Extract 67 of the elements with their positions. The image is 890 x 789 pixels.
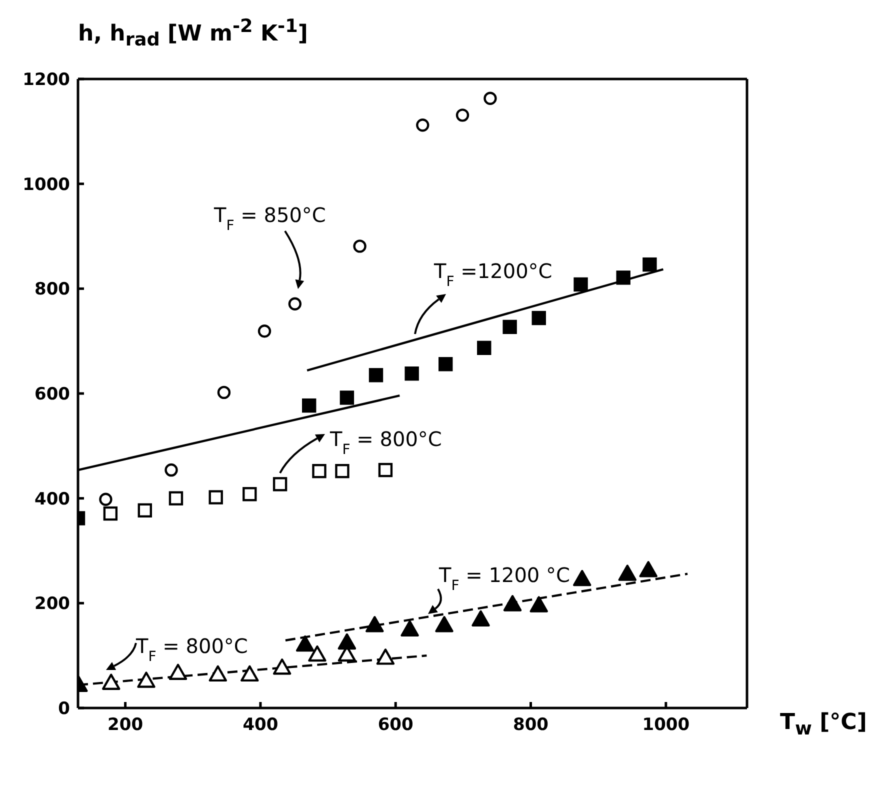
point bbox=[477, 340, 492, 355]
point bbox=[618, 564, 636, 581]
point bbox=[335, 464, 350, 478]
point bbox=[103, 506, 118, 521]
point bbox=[302, 398, 316, 413]
point bbox=[642, 257, 657, 272]
point bbox=[308, 645, 326, 662]
point bbox=[530, 596, 548, 612]
point bbox=[532, 310, 546, 326]
point bbox=[472, 610, 490, 627]
point bbox=[368, 368, 384, 382]
annotation: T$_{F}$ = 1200 °C bbox=[438, 563, 570, 594]
point bbox=[503, 595, 522, 612]
y-tick-label: 800 bbox=[34, 280, 70, 300]
y-tick-label: 600 bbox=[34, 384, 70, 405]
y-axis-title: h, h$_{rad}$ [W m$^{-2}$ K$^{-1}$] bbox=[78, 16, 308, 51]
point bbox=[376, 648, 395, 665]
point bbox=[272, 477, 288, 492]
point bbox=[573, 570, 592, 586]
point bbox=[400, 620, 419, 636]
y-tick-label: 400 bbox=[34, 489, 70, 510]
point bbox=[168, 664, 188, 680]
x-tick-label: 200 bbox=[108, 715, 144, 736]
point bbox=[164, 463, 178, 477]
annotation: T$_{F}$ = 800°C bbox=[329, 427, 442, 458]
y-tick-label: 200 bbox=[34, 594, 70, 614]
point bbox=[340, 390, 354, 405]
point bbox=[296, 635, 314, 652]
point bbox=[416, 118, 430, 132]
point bbox=[288, 297, 302, 310]
point bbox=[404, 366, 419, 381]
point bbox=[258, 324, 272, 338]
point bbox=[484, 92, 497, 105]
point bbox=[240, 665, 259, 682]
point bbox=[366, 616, 384, 632]
point bbox=[639, 561, 658, 578]
point bbox=[616, 270, 630, 285]
x-axis-title: T$_{w}$ [°C] bbox=[780, 710, 867, 740]
annotation: T$_{F}$ = 850°C bbox=[213, 203, 326, 234]
y-tick-label: 0 bbox=[58, 699, 70, 720]
point bbox=[338, 633, 356, 650]
point bbox=[456, 108, 470, 122]
point bbox=[312, 464, 326, 478]
y-tick-label: 1200 bbox=[22, 70, 70, 90]
point bbox=[208, 490, 223, 504]
point bbox=[242, 487, 257, 502]
x-tick-label: 1000 bbox=[642, 715, 690, 736]
point bbox=[502, 320, 517, 334]
point bbox=[208, 665, 227, 682]
point bbox=[137, 672, 156, 688]
annotation: T$_{F}$ = 800°C bbox=[135, 634, 248, 665]
x-tick-label: 400 bbox=[242, 715, 278, 736]
point bbox=[574, 277, 588, 292]
y-tick-label: 1000 bbox=[22, 174, 70, 195]
annotation: T$_{F}$ =1200°C bbox=[433, 259, 552, 290]
point bbox=[438, 357, 453, 372]
point bbox=[217, 386, 231, 400]
point bbox=[272, 658, 292, 675]
point bbox=[435, 616, 454, 632]
point bbox=[102, 674, 120, 690]
point bbox=[168, 491, 184, 506]
point bbox=[353, 240, 366, 253]
x-tick-label: 600 bbox=[378, 715, 414, 736]
point bbox=[378, 462, 393, 478]
point bbox=[99, 492, 112, 506]
point bbox=[138, 503, 152, 518]
x-tick-label: 800 bbox=[513, 715, 549, 736]
